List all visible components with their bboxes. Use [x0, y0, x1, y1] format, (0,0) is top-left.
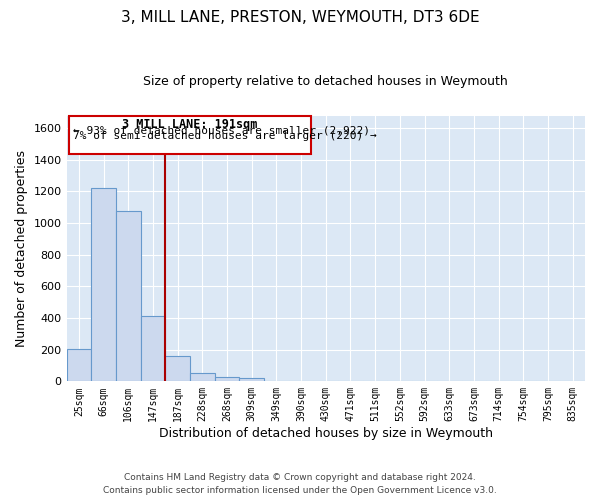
Bar: [67, 349, 91, 382]
Bar: [165, 356, 190, 382]
Text: ← 93% of detached houses are smaller (2,922): ← 93% of detached houses are smaller (2,…: [73, 125, 370, 135]
Text: Contains HM Land Registry data © Crown copyright and database right 2024.
Contai: Contains HM Land Registry data © Crown c…: [103, 473, 497, 495]
Y-axis label: Number of detached properties: Number of detached properties: [15, 150, 28, 347]
Bar: [215, 376, 239, 382]
Bar: [69, 116, 311, 154]
Text: 7% of semi-detached houses are larger (220) →: 7% of semi-detached houses are larger (2…: [73, 132, 376, 141]
Bar: [116, 212, 140, 382]
Text: 3 MILL LANE: 191sqm: 3 MILL LANE: 191sqm: [122, 118, 257, 131]
Bar: [140, 316, 165, 382]
X-axis label: Distribution of detached houses by size in Weymouth: Distribution of detached houses by size …: [159, 427, 493, 440]
Bar: [91, 188, 116, 382]
Title: Size of property relative to detached houses in Weymouth: Size of property relative to detached ho…: [143, 75, 508, 88]
Text: 3, MILL LANE, PRESTON, WEYMOUTH, DT3 6DE: 3, MILL LANE, PRESTON, WEYMOUTH, DT3 6DE: [121, 10, 479, 25]
Bar: [239, 378, 264, 382]
Bar: [190, 372, 215, 382]
